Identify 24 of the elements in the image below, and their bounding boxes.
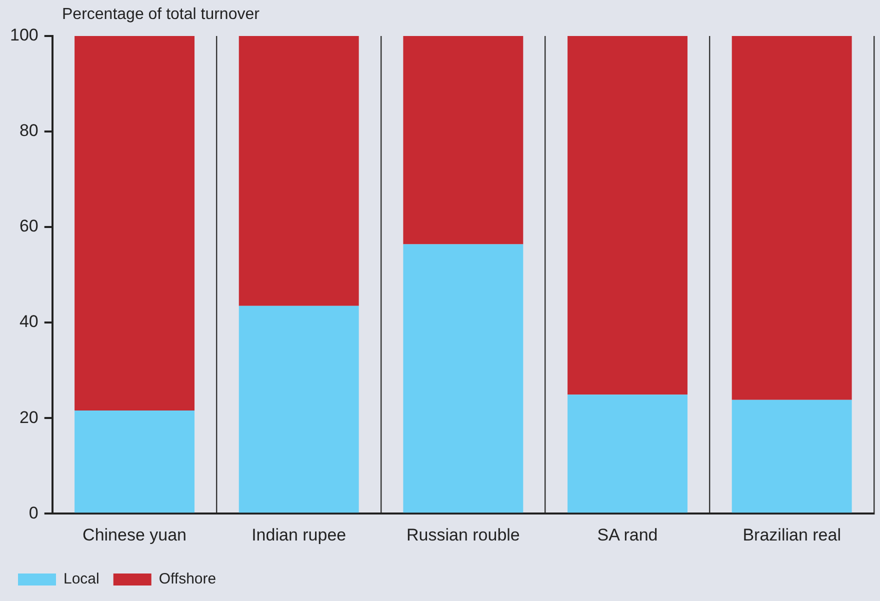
y-tick-label: 80 [19,121,38,140]
bar [403,36,524,244]
y-tick-label: 60 [19,216,38,236]
x-tick-label: Indian rupee [252,525,346,544]
y-tick-label: 20 [19,408,38,427]
bar [732,36,852,400]
bar [403,244,524,513]
y-tick-label: 40 [19,312,38,332]
legend-label: Local [64,570,100,588]
bar [238,306,359,513]
x-tick-label: Brazilian real [742,525,841,544]
y-axis-title: Percentage of total turnover [62,6,260,24]
bar [74,410,195,513]
y-tick-label: 100 [10,26,38,45]
legend-label: Offshore [158,570,216,588]
x-tick-label: Russian rouble [406,525,520,544]
bar [238,36,359,306]
x-tick-label: SA rand [597,525,658,544]
y-tick-label: 0 [28,503,38,522]
x-tick-label: Chinese yuan [82,525,187,544]
bar [74,36,195,410]
bar [732,400,852,513]
bar [568,36,688,395]
bar [568,394,688,513]
